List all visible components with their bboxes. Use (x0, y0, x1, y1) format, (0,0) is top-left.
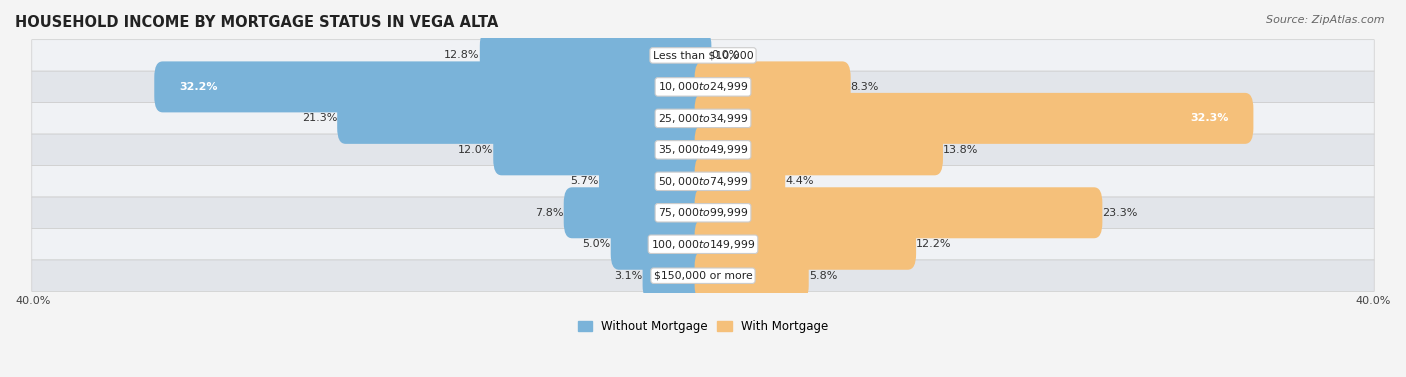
FancyBboxPatch shape (32, 103, 1374, 134)
Text: 4.4%: 4.4% (785, 176, 814, 186)
FancyBboxPatch shape (479, 30, 711, 81)
Text: 40.0%: 40.0% (15, 296, 51, 306)
FancyBboxPatch shape (695, 93, 1253, 144)
FancyBboxPatch shape (610, 219, 711, 270)
FancyBboxPatch shape (337, 93, 711, 144)
Text: $75,000 to $99,999: $75,000 to $99,999 (658, 206, 748, 219)
FancyBboxPatch shape (32, 197, 1374, 228)
Text: 13.8%: 13.8% (943, 145, 979, 155)
Text: 12.8%: 12.8% (444, 51, 479, 60)
FancyBboxPatch shape (695, 124, 943, 175)
Text: 0.0%: 0.0% (711, 51, 740, 60)
Text: 23.3%: 23.3% (1102, 208, 1137, 218)
Text: $10,000 to $24,999: $10,000 to $24,999 (658, 80, 748, 93)
Text: 7.8%: 7.8% (536, 208, 564, 218)
Text: $100,000 to $149,999: $100,000 to $149,999 (651, 238, 755, 251)
FancyBboxPatch shape (695, 156, 785, 207)
FancyBboxPatch shape (695, 61, 851, 112)
Text: $25,000 to $34,999: $25,000 to $34,999 (658, 112, 748, 125)
Text: 32.3%: 32.3% (1189, 113, 1229, 123)
Text: 3.1%: 3.1% (614, 271, 643, 281)
FancyBboxPatch shape (32, 166, 1374, 197)
Text: 8.3%: 8.3% (851, 82, 879, 92)
Text: 12.0%: 12.0% (458, 145, 494, 155)
FancyBboxPatch shape (695, 219, 917, 270)
Text: 5.8%: 5.8% (808, 271, 837, 281)
Text: Source: ZipAtlas.com: Source: ZipAtlas.com (1267, 15, 1385, 25)
FancyBboxPatch shape (32, 260, 1374, 291)
FancyBboxPatch shape (643, 250, 711, 301)
Text: Less than $10,000: Less than $10,000 (652, 51, 754, 60)
Text: HOUSEHOLD INCOME BY MORTGAGE STATUS IN VEGA ALTA: HOUSEHOLD INCOME BY MORTGAGE STATUS IN V… (15, 15, 498, 30)
FancyBboxPatch shape (494, 124, 711, 175)
FancyBboxPatch shape (599, 156, 711, 207)
Text: $35,000 to $49,999: $35,000 to $49,999 (658, 143, 748, 156)
FancyBboxPatch shape (32, 228, 1374, 260)
Text: $150,000 or more: $150,000 or more (654, 271, 752, 281)
FancyBboxPatch shape (695, 250, 808, 301)
FancyBboxPatch shape (155, 61, 711, 112)
Text: 5.7%: 5.7% (571, 176, 599, 186)
Text: 40.0%: 40.0% (1355, 296, 1391, 306)
Text: 21.3%: 21.3% (302, 113, 337, 123)
Text: $50,000 to $74,999: $50,000 to $74,999 (658, 175, 748, 188)
Text: 5.0%: 5.0% (582, 239, 610, 249)
FancyBboxPatch shape (32, 134, 1374, 166)
Text: 32.2%: 32.2% (180, 82, 218, 92)
FancyBboxPatch shape (32, 40, 1374, 71)
FancyBboxPatch shape (564, 187, 711, 238)
Legend: Without Mortgage, With Mortgage: Without Mortgage, With Mortgage (578, 320, 828, 333)
FancyBboxPatch shape (695, 187, 1102, 238)
FancyBboxPatch shape (32, 71, 1374, 103)
Text: 12.2%: 12.2% (917, 239, 952, 249)
